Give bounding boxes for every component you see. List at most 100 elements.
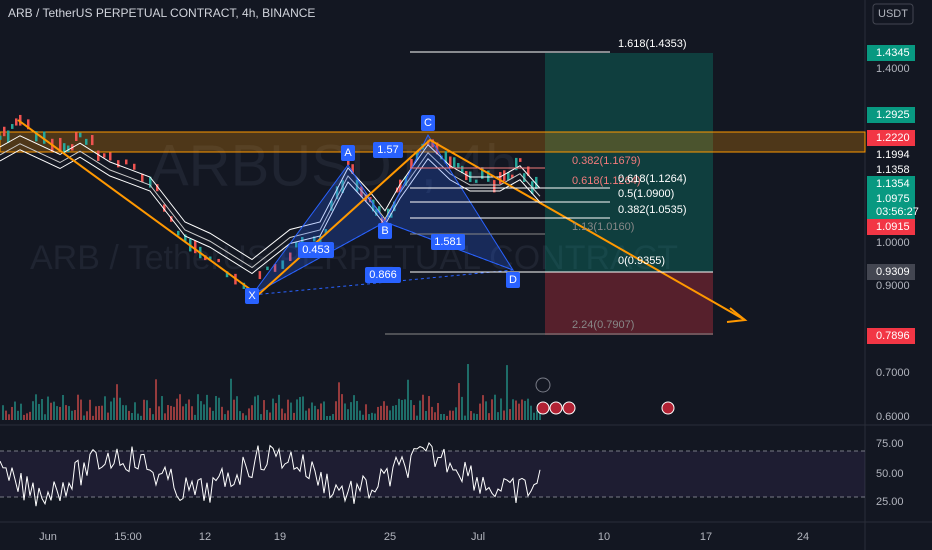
volume-bar xyxy=(359,410,361,420)
candle xyxy=(289,252,292,261)
volume-bar xyxy=(413,405,415,420)
time-tick: 24 xyxy=(797,531,809,543)
candle xyxy=(91,135,94,146)
volume-bar xyxy=(125,405,127,420)
volume-bar xyxy=(533,412,535,420)
volume-bar xyxy=(152,414,154,420)
candle xyxy=(177,230,180,236)
ratio-box xyxy=(373,142,403,158)
volume-bar xyxy=(371,412,373,420)
moving-average xyxy=(0,149,541,275)
volume-bar xyxy=(341,394,343,420)
volume-bar xyxy=(92,415,94,420)
volume-bar xyxy=(158,406,160,420)
price-tag-label: 0.7896 xyxy=(876,330,910,342)
price-tick: 0.7000 xyxy=(876,367,910,379)
rsi-tick: 50.00 xyxy=(876,468,904,480)
candle xyxy=(335,186,339,200)
price-tag xyxy=(867,130,915,146)
volume-bar xyxy=(272,398,274,420)
volume-bar xyxy=(242,413,244,420)
volume-bar xyxy=(302,396,304,420)
candle xyxy=(431,139,434,148)
candle xyxy=(523,173,526,183)
fib-label: 0.618(1.1264) xyxy=(618,173,687,185)
point-box xyxy=(245,288,259,304)
fib-label: 1.618(1.4353) xyxy=(618,38,687,50)
candle xyxy=(372,199,375,212)
candle xyxy=(27,119,30,130)
volume-bar xyxy=(380,405,382,420)
volume-bar xyxy=(50,402,52,420)
candle xyxy=(384,218,387,222)
fib-label: 1.13(1.0160) xyxy=(572,221,634,233)
candle xyxy=(360,186,363,197)
volume-bar xyxy=(362,414,364,420)
candle xyxy=(97,150,100,161)
volume-bar xyxy=(506,365,508,420)
volume-bar xyxy=(41,398,43,420)
candle xyxy=(109,152,112,161)
volume-bar xyxy=(236,396,238,420)
volume-bar xyxy=(452,410,454,420)
volume-bar xyxy=(38,403,40,420)
volume-bar xyxy=(80,399,82,420)
volume-bar xyxy=(416,415,418,420)
volume-bar xyxy=(539,412,541,420)
currency[interactable]: USDT xyxy=(878,8,908,20)
candle xyxy=(465,171,468,181)
volume-bar xyxy=(200,401,202,420)
time-tick: 12 xyxy=(199,531,211,543)
volume-bar xyxy=(464,415,466,420)
volume-bar xyxy=(446,415,448,420)
volume-bar xyxy=(485,401,487,420)
pattern-xab xyxy=(251,164,386,296)
volume-bar xyxy=(143,399,145,420)
volume-bar xyxy=(308,408,310,420)
point-box xyxy=(378,223,392,239)
candle xyxy=(125,159,128,165)
volume-bar xyxy=(62,394,64,420)
volume-bar xyxy=(254,396,256,420)
currency-box[interactable] xyxy=(872,3,914,25)
candle xyxy=(393,201,396,212)
ratio-label: 0.453 xyxy=(302,244,330,256)
candle xyxy=(184,234,187,242)
volume-bar xyxy=(404,399,406,420)
volume-bar xyxy=(269,412,271,420)
candle xyxy=(511,174,514,178)
volume-bar xyxy=(332,414,334,420)
volume-bar xyxy=(299,396,301,420)
volume-bar xyxy=(515,400,517,420)
volume-bar xyxy=(2,405,4,420)
volume-bar xyxy=(326,415,328,420)
point-label: A xyxy=(344,147,352,159)
arrow-head xyxy=(726,307,748,323)
candle xyxy=(15,118,18,126)
volume-bar xyxy=(473,413,475,420)
volume-bar xyxy=(164,413,166,420)
candle xyxy=(194,240,197,254)
volume-bar xyxy=(215,396,217,420)
rsi-tick: 25.00 xyxy=(876,496,904,508)
volume-bar xyxy=(185,403,187,420)
volume-bar xyxy=(524,400,526,420)
volume-bar xyxy=(65,405,67,420)
fib-label: 0.382(1.1679) xyxy=(572,155,641,167)
time-tick: 17 xyxy=(700,531,712,543)
ratio-box xyxy=(298,242,334,258)
volume-bar xyxy=(20,403,22,420)
candle xyxy=(43,131,46,144)
candle xyxy=(415,151,419,161)
volume-bar xyxy=(428,396,430,420)
price-tag xyxy=(867,176,915,192)
time-tick: 15:00 xyxy=(114,531,142,543)
volume-bar xyxy=(122,405,124,420)
candle xyxy=(258,271,262,280)
volume-bar xyxy=(275,403,277,420)
candle xyxy=(519,158,522,162)
price-tag xyxy=(867,219,915,235)
volume-bar xyxy=(35,394,37,420)
volume-bar xyxy=(329,415,331,420)
